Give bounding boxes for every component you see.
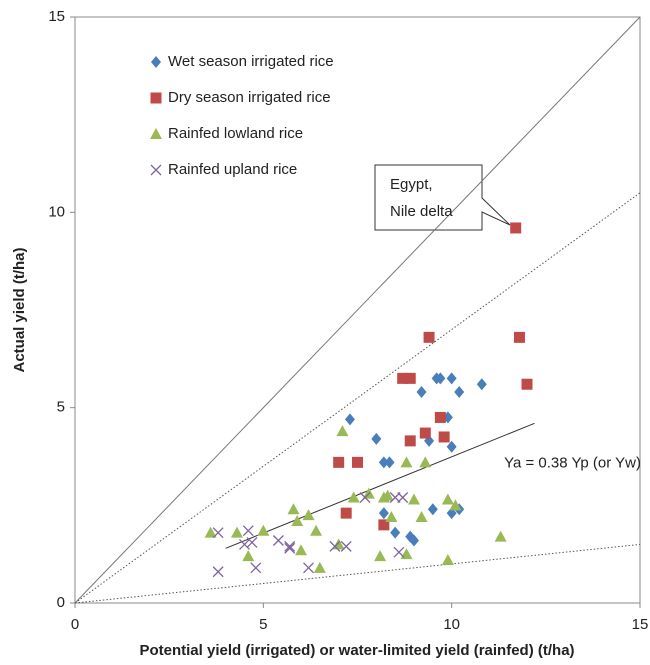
point	[340, 507, 352, 519]
point	[378, 456, 389, 469]
point	[371, 432, 382, 445]
point	[423, 331, 435, 343]
y-tick-label: 10	[48, 203, 65, 220]
point	[242, 550, 255, 562]
point	[313, 561, 326, 573]
point	[476, 378, 487, 391]
point	[390, 526, 401, 539]
point	[302, 509, 315, 521]
reference-line	[74, 543, 641, 604]
point	[378, 519, 390, 531]
point	[291, 514, 304, 526]
point	[400, 456, 413, 468]
point	[404, 372, 416, 384]
legend-label: Rainfed lowland rice	[168, 125, 303, 142]
point	[329, 540, 341, 552]
point	[336, 425, 349, 437]
point	[239, 538, 250, 550]
point	[204, 526, 217, 538]
legend-marker	[150, 128, 162, 139]
point	[284, 542, 296, 554]
point	[408, 493, 420, 505]
point	[494, 530, 507, 542]
reference-line	[74, 16, 641, 604]
point	[385, 511, 398, 523]
point	[434, 411, 446, 423]
point	[344, 413, 355, 426]
legend-label: Wet season irrigated rice	[168, 53, 334, 70]
point	[246, 536, 258, 548]
annotation-text: Egypt,	[390, 176, 433, 193]
point	[446, 440, 457, 453]
point	[513, 331, 525, 343]
point	[287, 503, 300, 515]
y-tick-label: 5	[57, 399, 65, 416]
point	[393, 546, 405, 558]
y-tick-label: 15	[48, 8, 65, 25]
point	[212, 566, 224, 578]
reference-line	[225, 422, 535, 549]
line-label: Ya = 0.38 Yp (or Yw)	[504, 454, 641, 471]
legend-marker	[150, 92, 162, 104]
annotation-box	[374, 164, 511, 231]
point	[404, 435, 416, 447]
legend-marker	[150, 164, 162, 176]
plot-frame	[74, 16, 641, 604]
point	[521, 378, 533, 390]
point	[284, 540, 296, 552]
point	[427, 503, 438, 516]
point	[250, 562, 262, 574]
x-tick-label: 15	[632, 616, 649, 633]
x-tick-label: 5	[259, 616, 267, 633]
point	[397, 372, 409, 384]
x-tick-label: 10	[443, 616, 460, 633]
point	[415, 511, 428, 523]
point	[441, 493, 454, 505]
point	[400, 548, 413, 560]
point	[419, 456, 432, 468]
point	[510, 222, 522, 234]
legend-marker	[151, 56, 161, 68]
legend-label: Dry season irrigated rice	[168, 89, 331, 106]
reference-line	[74, 192, 641, 604]
point	[347, 491, 360, 503]
point	[435, 372, 446, 385]
point	[446, 372, 457, 385]
point	[340, 540, 352, 552]
point	[212, 527, 224, 539]
point	[384, 456, 395, 469]
y-axis-title: Actual yield (t/ha)	[11, 247, 28, 372]
point	[374, 550, 387, 562]
point	[381, 489, 394, 501]
point	[295, 544, 307, 556]
y-tick-label: 0	[57, 594, 65, 611]
point	[378, 507, 389, 520]
x-axis-title: Potential yield (irrigated) or water-lim…	[139, 642, 574, 659]
point	[438, 431, 450, 443]
legend-label: Rainfed upland rice	[168, 161, 297, 178]
point	[352, 456, 363, 468]
point	[230, 526, 243, 538]
point	[333, 456, 345, 468]
point	[272, 535, 284, 546]
annotation-text: Nile delta	[390, 203, 453, 220]
point	[397, 492, 409, 503]
point	[441, 554, 454, 566]
point	[409, 534, 419, 547]
point	[419, 427, 431, 439]
point	[310, 524, 323, 536]
point	[449, 499, 462, 511]
point	[416, 386, 427, 399]
point	[454, 386, 465, 399]
x-tick-label: 0	[71, 616, 79, 633]
point	[242, 525, 254, 537]
point	[303, 562, 314, 574]
point	[359, 492, 371, 503]
point	[257, 524, 270, 536]
